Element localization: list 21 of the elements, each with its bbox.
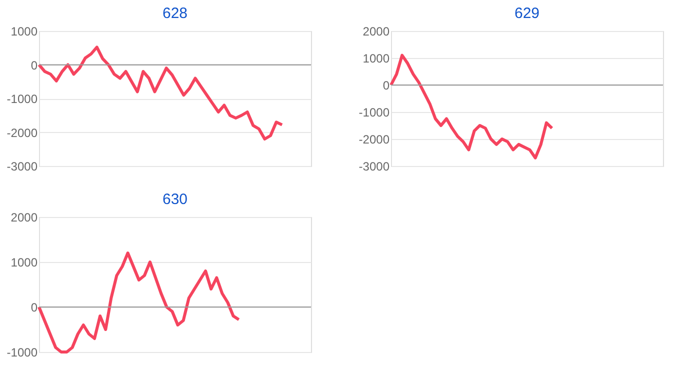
y-tick-label: -1000 <box>6 346 38 360</box>
chart-title: 629 <box>514 5 540 22</box>
line-series <box>38 46 284 140</box>
y-tick-label: -2000 <box>6 126 38 140</box>
y-tick-label: 0 <box>30 58 38 72</box>
y-tick-label: 2000 <box>10 210 38 224</box>
y-tick-label: -3000 <box>6 160 38 174</box>
y-tick-label: 1000 <box>10 24 38 38</box>
y-tick-label: -2000 <box>358 132 390 146</box>
y-tick-label: 2000 <box>362 24 390 38</box>
y-tick-label: -1000 <box>6 92 38 106</box>
chart-title: 628 <box>162 5 188 22</box>
y-tick-label: 1000 <box>10 256 38 270</box>
y-tick-label: 0 <box>382 78 390 92</box>
line-series <box>38 252 240 354</box>
y-tick-label: 1000 <box>362 52 390 66</box>
line-series <box>390 54 554 160</box>
y-tick-label: -1000 <box>358 106 390 120</box>
y-tick-label: 0 <box>30 300 38 314</box>
chart-title: 630 <box>162 191 188 208</box>
y-tick-label: -3000 <box>358 160 390 174</box>
